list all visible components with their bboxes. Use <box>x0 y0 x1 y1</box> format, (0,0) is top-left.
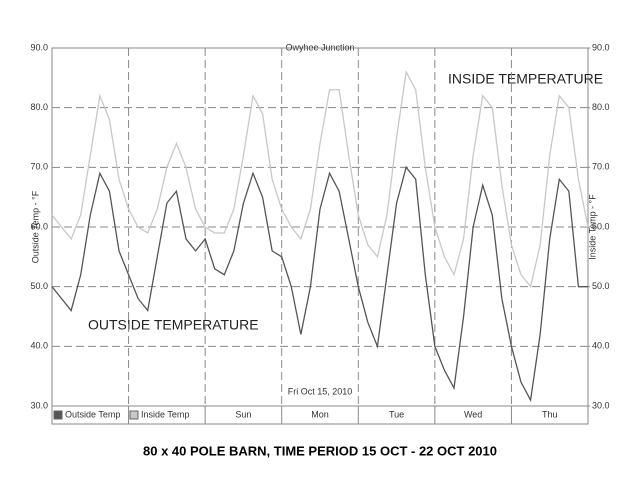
y2-tick-label: 50.0 <box>592 281 610 291</box>
y2-axis-label: Inside Temp - °F <box>587 194 597 260</box>
y-tick-label: 40.0 <box>30 341 48 351</box>
caption: 80 x 40 POLE BARN, TIME PERIOD 15 OCT - … <box>143 443 497 458</box>
y2-tick-label: 40.0 <box>592 341 610 351</box>
legend-swatch <box>129 410 139 420</box>
y2-tick-label: 60.0 <box>592 221 610 231</box>
x-tick-label: Tue <box>389 409 404 419</box>
legend-label: Inside Temp <box>141 409 189 419</box>
y2-tick-label: 90.0 <box>592 42 610 52</box>
x-tick-label: Sun <box>235 409 251 419</box>
annotation: OUTSIDE TEMPERATURE <box>88 317 259 333</box>
y-tick-label: 90.0 <box>30 42 48 52</box>
y2-tick-label: 80.0 <box>592 102 610 112</box>
y2-tick-label: 30.0 <box>592 400 610 410</box>
series-line <box>51 69 589 289</box>
y-axis-label: Outside Temp - °F <box>30 190 40 263</box>
y-tick-label: 60.0 <box>30 221 48 231</box>
annotation: INSIDE TEMPERATURE <box>448 71 603 87</box>
y2-tick-label: 70.0 <box>592 162 610 172</box>
legend-swatch <box>53 410 63 420</box>
x-tick-label: Wed <box>464 409 482 419</box>
x-tick-label: Thu <box>542 409 558 419</box>
x-tick-label: Mon <box>311 409 329 419</box>
annotation: Fri Oct 15, 2010 <box>288 386 353 396</box>
y-tick-label: 70.0 <box>30 162 48 172</box>
y-tick-label: 50.0 <box>30 281 48 291</box>
series-line <box>51 165 588 403</box>
y-tick-label: 80.0 <box>30 102 48 112</box>
chart-title: Owyhee Junction <box>285 42 354 52</box>
y-tick-label: 30.0 <box>30 400 48 410</box>
legend-label: Outside Temp <box>65 409 120 419</box>
